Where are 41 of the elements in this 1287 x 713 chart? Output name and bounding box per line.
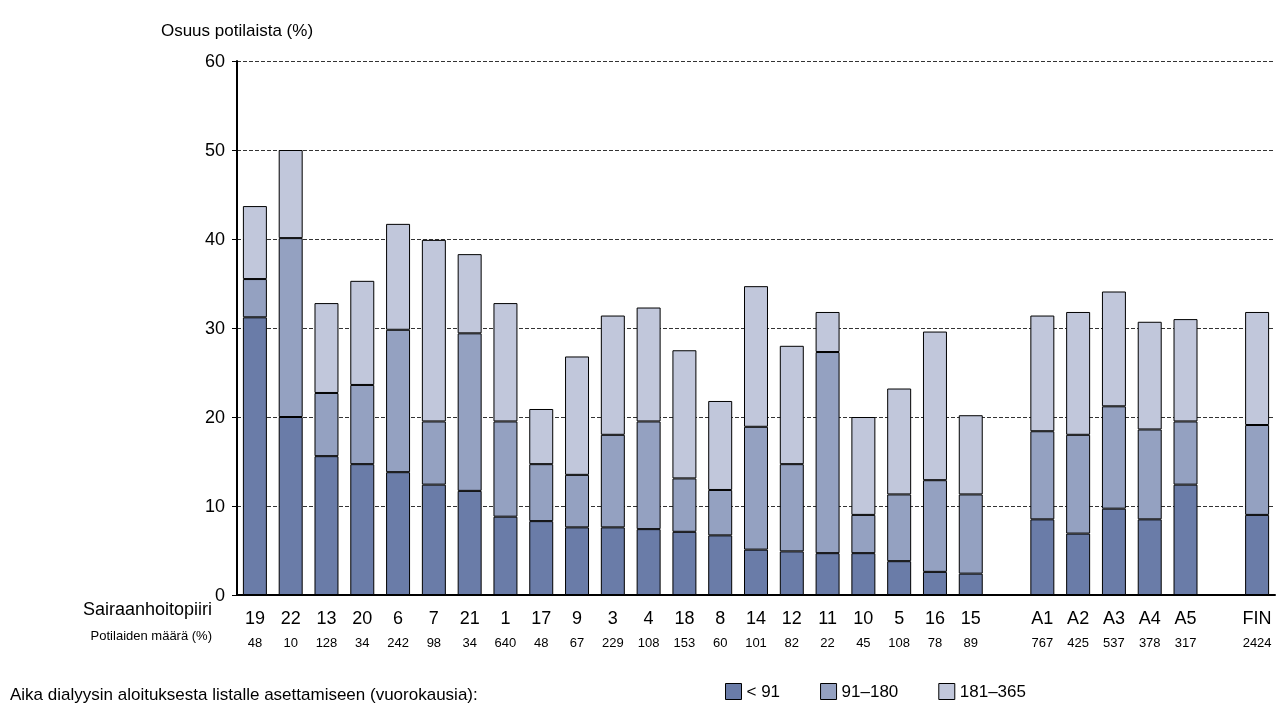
x-tick-label: 22 10	[280, 608, 301, 650]
x-tick-label: 3 229	[601, 608, 624, 650]
x-tick-label: 10 45	[853, 608, 874, 650]
x-tick-label: 6 242	[387, 608, 409, 650]
y-tick-label: 30	[204, 318, 225, 338]
x-tick-label: A2 425	[1067, 608, 1090, 650]
x-tick-label: 18 153	[673, 608, 696, 650]
x-tick-label: A1 767	[1031, 608, 1054, 650]
x-tick-label: 5 108	[888, 608, 911, 650]
x-tick-label: 12 82	[781, 608, 802, 650]
y-tick-label: 0	[214, 585, 225, 605]
y-tick-label: 50	[204, 140, 225, 160]
x-tick-label: 20 34	[352, 608, 373, 650]
x-tick-label: 4 108	[637, 608, 660, 650]
y-tick-label: 10	[204, 496, 225, 516]
y-tick-label: 20	[204, 407, 225, 427]
x-tick-label: 19 48	[244, 608, 265, 650]
x-tick-label: 14 101	[745, 608, 767, 650]
x-tick-label: FIN 2424	[1242, 608, 1272, 650]
legend-label: 181–365	[959, 682, 1026, 701]
legend-label: < 91	[746, 682, 781, 701]
text: Sairaanhoitopiiri	[82, 599, 212, 619]
y-tick-label: 40	[204, 229, 225, 249]
x-tick-label: 8 60	[712, 608, 728, 650]
y-tick-label: 60	[204, 51, 225, 71]
x-tick-label: A3 537	[1102, 608, 1125, 650]
x-tick-label: 9 67	[569, 608, 585, 650]
text: Potilaiden määrä (%)	[90, 628, 212, 643]
legend-label: 91–180	[841, 682, 899, 701]
x-tick-label: 21 34	[459, 608, 480, 650]
x-tick-label: 16 78	[924, 608, 945, 650]
x-tick-label: 11 22	[818, 608, 837, 650]
y-axis-title: Osuus potilaista (%)	[160, 21, 314, 40]
x-tick-label: 1 640	[494, 608, 517, 650]
legend-title: Aika dialyysin aloituksesta listalle asettamiseen (vuorokausia):	[10, 685, 478, 704]
x-tick-label: 13 128	[315, 608, 338, 650]
x-tick-label: 7 98	[426, 608, 442, 650]
x-tick-label: A5 317	[1174, 608, 1197, 650]
x-tick-label: A4 378	[1138, 608, 1161, 650]
x-tick-label: 17 48	[531, 608, 552, 650]
x-tick-label: 15 89	[960, 608, 981, 650]
